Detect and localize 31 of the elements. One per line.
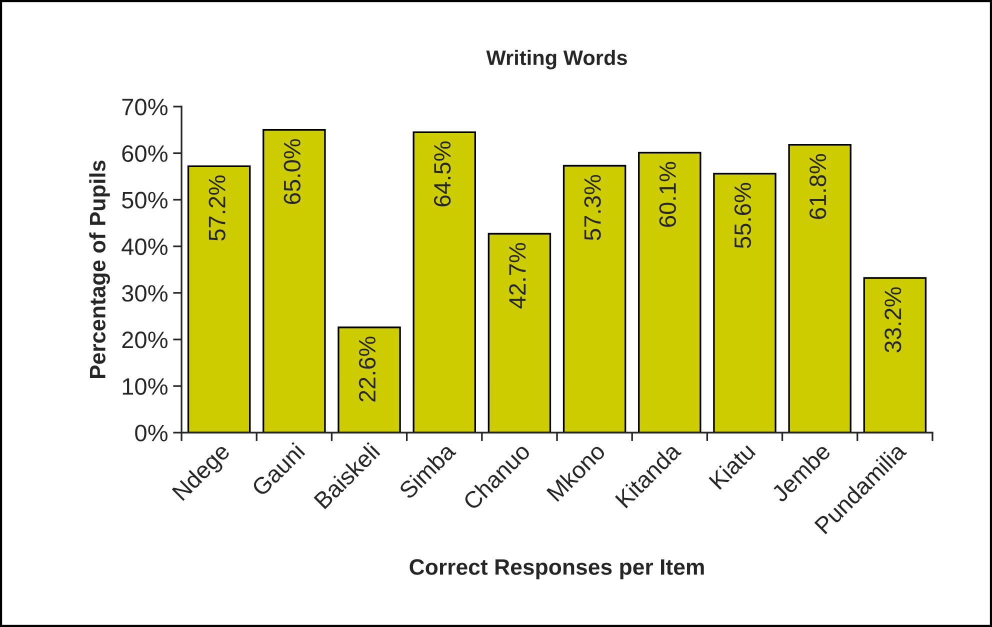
data-label: 55.6%	[734, 182, 752, 248]
bar	[562, 164, 626, 433]
bar	[187, 165, 251, 433]
bar	[863, 277, 927, 433]
x-axis-title: Correct Responses per Item	[410, 559, 704, 580]
bar	[638, 152, 702, 433]
bar	[713, 172, 776, 433]
y-tick-label: 10%	[122, 378, 168, 395]
data-label: 42.7%	[509, 242, 526, 309]
bar	[412, 131, 476, 433]
y-tick-label: 60%	[122, 145, 168, 162]
y-tick-label: 50%	[122, 192, 168, 209]
chart-title: Writing Words	[486, 50, 627, 70]
y-tick-label: 20%	[122, 332, 168, 348]
y-axis-title: Percentage of Pupils	[89, 160, 110, 378]
data-label: 61.8%	[809, 154, 826, 219]
y-tick-label: 40%	[122, 238, 168, 256]
data-label: 60.1%	[659, 162, 676, 227]
data-label: 57.3%	[584, 174, 601, 240]
bar	[262, 129, 326, 433]
bar	[788, 144, 852, 433]
y-tick-label: 0%	[135, 424, 168, 442]
data-label: 65.0%	[284, 139, 301, 204]
data-label: 33.2%	[884, 287, 902, 352]
data-label: 64.5%	[434, 141, 451, 206]
data-label: 57.2%	[208, 175, 226, 241]
y-tick-label: 30%	[122, 284, 168, 302]
bar	[488, 232, 552, 433]
bar	[338, 326, 401, 433]
data-label: 22.6%	[358, 336, 376, 402]
y-tick-label: 70%	[122, 98, 168, 116]
